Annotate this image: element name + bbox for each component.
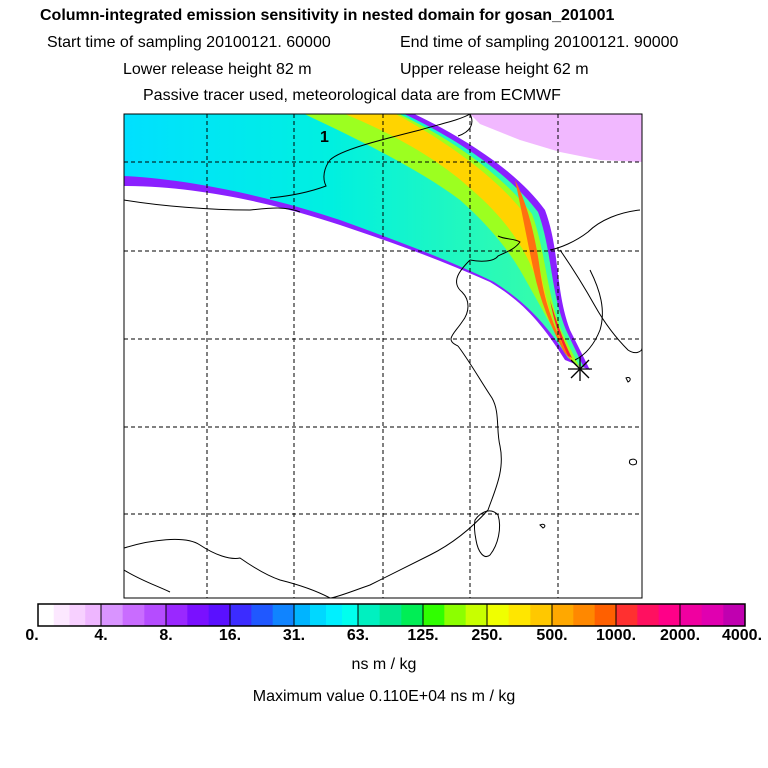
colorbar-swatch [423, 604, 445, 626]
lat-lon-grid [124, 114, 642, 598]
colorbar-tick-label: 4000. [721, 627, 763, 644]
plume-label: 1 [320, 129, 329, 146]
plume-field [124, 114, 642, 370]
colorbar-swatch [53, 604, 70, 626]
colorbar-tick-label: 4. [94, 627, 108, 644]
unit-label: ns m / kg [351, 656, 417, 673]
colorbar-swatch [342, 604, 359, 626]
plot-title: Column-integrated emission sensitivity i… [40, 7, 615, 24]
colorbar-swatch [658, 604, 681, 626]
colorbar-swatch [85, 604, 102, 626]
colorbar-swatch [465, 604, 488, 626]
colorbar-tick-label: 1000. [595, 627, 637, 644]
colorbar-swatch [326, 604, 343, 626]
colorbar-tick-label: 8. [159, 627, 173, 644]
coastlines [124, 114, 642, 598]
colorbar-swatch [552, 604, 574, 626]
colorbar-tick-label: 2000. [659, 627, 701, 644]
receptor-star-icon [568, 357, 592, 381]
colorbar-swatch [508, 604, 531, 626]
colorbar-swatch [208, 604, 231, 626]
map-frame [123, 113, 643, 599]
colorbar-swatch [680, 604, 703, 626]
colorbar-tick-label: 250. [471, 627, 503, 644]
colorbar-swatch [38, 604, 55, 626]
colorbar-swatch [616, 604, 638, 626]
colorbar-swatch [487, 604, 510, 626]
colorbar-swatch [530, 604, 553, 626]
lower-release-label: Lower release height 82 m [123, 61, 312, 78]
end-time-label: End time of sampling 20100121. 90000 [400, 34, 679, 51]
colorbar-swatch [379, 604, 402, 626]
max-value-label: Maximum value 0.110E+04 ns m / kg [252, 688, 516, 705]
top-blob [470, 114, 642, 162]
colorbar-swatch [122, 604, 145, 626]
plume-peak [515, 180, 574, 364]
colorbar-tick-label: 500. [536, 627, 568, 644]
colorbar-swatch [69, 604, 86, 626]
upper-release-label: Upper release height 62 m [400, 61, 589, 78]
colorbar-swatch [701, 604, 724, 626]
tracer-note: Passive tracer used, meteorological data… [143, 87, 561, 104]
colorbar-tick-label: 16. [218, 627, 242, 644]
colorbar-swatch [310, 604, 327, 626]
colorbar-swatch [272, 604, 295, 626]
colorbar-tick-label: 63. [346, 627, 370, 644]
colorbar-tick-label: 0. [25, 627, 39, 644]
colorbar-swatch [187, 604, 210, 626]
colorbar-swatch [166, 604, 188, 626]
colorbar-swatch [358, 604, 381, 626]
colorbar-tick-label: 31. [282, 627, 306, 644]
colorbar-swatch [723, 604, 746, 626]
start-time-label: Start time of sampling 20100121. 60000 [47, 34, 331, 51]
colorbar-swatch [251, 604, 274, 626]
colorbar-tick-label: 125. [407, 627, 439, 644]
colorbar-swatch [401, 604, 424, 626]
colorbar-swatch [230, 604, 252, 626]
colorbar-swatch [294, 604, 311, 626]
colorbar-swatch [101, 604, 124, 626]
colorbar-swatch [573, 604, 596, 626]
colorbar-swatch [144, 604, 167, 626]
colorbar-swatch [637, 604, 660, 626]
colorbar-swatch [594, 604, 617, 626]
colorbar [37, 603, 746, 627]
colorbar-swatch [444, 604, 467, 626]
